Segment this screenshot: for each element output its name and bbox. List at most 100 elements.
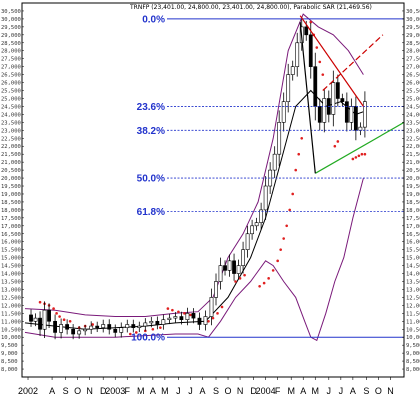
x-tick-label: N [86,386,93,396]
sar-dot [258,284,261,288]
price-bar-body [223,265,227,271]
x-tick-label: A [300,386,306,396]
price-bar-body [259,209,264,223]
y-tick-label-right: 29,500 [406,25,420,31]
y-tick-label-right: 19,500 [406,184,420,190]
sar-dot [267,277,270,280]
sar-dot [363,152,367,156]
x-tick-label: S [213,386,219,396]
y-tick-label-left: 11,000 [1,319,21,325]
price-bar-body [277,122,282,155]
trendline [322,34,384,91]
y-tick-label-left: 8,000 [1,367,18,373]
y-tick-label-left: 10,500 [1,327,21,333]
y-tick-label-right: 16,000 [406,240,420,246]
y-tick-label-left: 24,500 [1,104,21,110]
price-bar-body [308,34,313,67]
trendline [315,121,405,174]
price-bar-body [65,324,70,330]
sar-dot [234,280,237,283]
price-bar-body [250,225,255,235]
x-tick-label: A [199,386,205,396]
y-tick-label-left: 16,500 [1,232,21,238]
price-bar-body [241,249,245,266]
y-tick-label-right: 18,000 [406,208,420,214]
price-bar-body [313,66,318,107]
price-bar-body [263,185,268,211]
price-bar-body [353,106,358,131]
x-tick-label: A [150,386,156,396]
y-tick-label-right: 15,500 [406,248,420,254]
price-bar-body [236,265,241,274]
y-tick-label-right: 10,000 [406,335,420,341]
y-tick-label-left: 9,500 [1,343,18,349]
y-tick-label-left: 9,000 [1,351,18,357]
y-tick-label-left: 10,000 [1,335,21,341]
y-tick-label-right: 26,000 [406,81,420,87]
x-tick-label: M [137,386,145,396]
y-tick-label-right: 24,500 [406,104,420,110]
fibonacci-label: 23.6% [137,102,165,113]
price-bar-body [167,317,172,321]
y-tick-label-left: 20,000 [1,176,21,182]
price-bar-body [161,319,166,325]
y-tick-label-right: 14,500 [406,264,420,270]
y-tick-label-right: 21,500 [406,152,420,158]
price-bar-body [295,42,300,67]
sar-dot [262,281,266,285]
x-tick-label: J [188,386,193,396]
x-tick-label: M [287,386,295,396]
x-tick-label: D [100,386,107,396]
y-tick-label-right: 26,500 [406,73,420,79]
sar-dot [309,20,313,24]
y-tick-label-left: 19,500 [1,184,21,190]
series-line [24,177,364,342]
sar-dot [38,300,42,304]
price-bar-body [185,313,190,321]
y-tick-label-right: 16,500 [406,232,420,238]
price-bar-body [143,322,148,327]
y-tick-label-left: 28,000 [1,49,21,55]
x-tick-label: O [375,386,382,396]
sar-dot [177,310,180,314]
price-bar-body [344,101,349,123]
y-tick-label-right: 25,500 [406,89,420,95]
x-tick-label: 2004 [256,386,276,396]
price-bar-body [290,66,295,75]
sar-dot [357,154,361,158]
sar-dot [171,308,174,312]
fibonacci-label: 100.0% [131,333,165,344]
y-tick-label-left: 23,000 [1,128,21,134]
plot-frame [21,2,405,378]
price-bar-body [119,327,124,333]
price-bar-body [322,98,327,123]
price-bar-body [245,233,250,250]
y-tick-label-left: 23,500 [1,120,21,126]
y-tick-label-left: 8,500 [1,359,18,365]
price-bar-body [113,328,118,333]
price-bar-body [77,330,82,335]
sar-dot [55,312,58,315]
sar-dot [315,46,319,49]
price-bar-body [227,260,232,271]
y-tick-label-left: 27,500 [1,57,21,63]
y-tick-label-left: 28,500 [1,41,21,47]
y-tick-label-left: 20,500 [1,168,21,174]
y-tick-label-left: 21,000 [1,160,21,166]
sar-dot [282,237,285,240]
sar-dot [271,269,275,272]
y-tick-label-right: 29,000 [406,33,420,39]
price-bar-body [173,316,178,319]
y-tick-label-left: 21,500 [1,152,21,158]
sar-dot [207,319,210,323]
y-tick-label-right: 13,500 [406,280,420,286]
y-tick-label-right: 11,500 [406,311,420,317]
sar-dot [300,136,304,140]
y-tick-label-left: 26,500 [1,73,21,79]
y-tick-label-left: 14,500 [1,264,21,270]
sar-dot [285,224,288,228]
y-tick-label-left: 12,500 [1,295,21,301]
sar-dot [351,157,355,161]
